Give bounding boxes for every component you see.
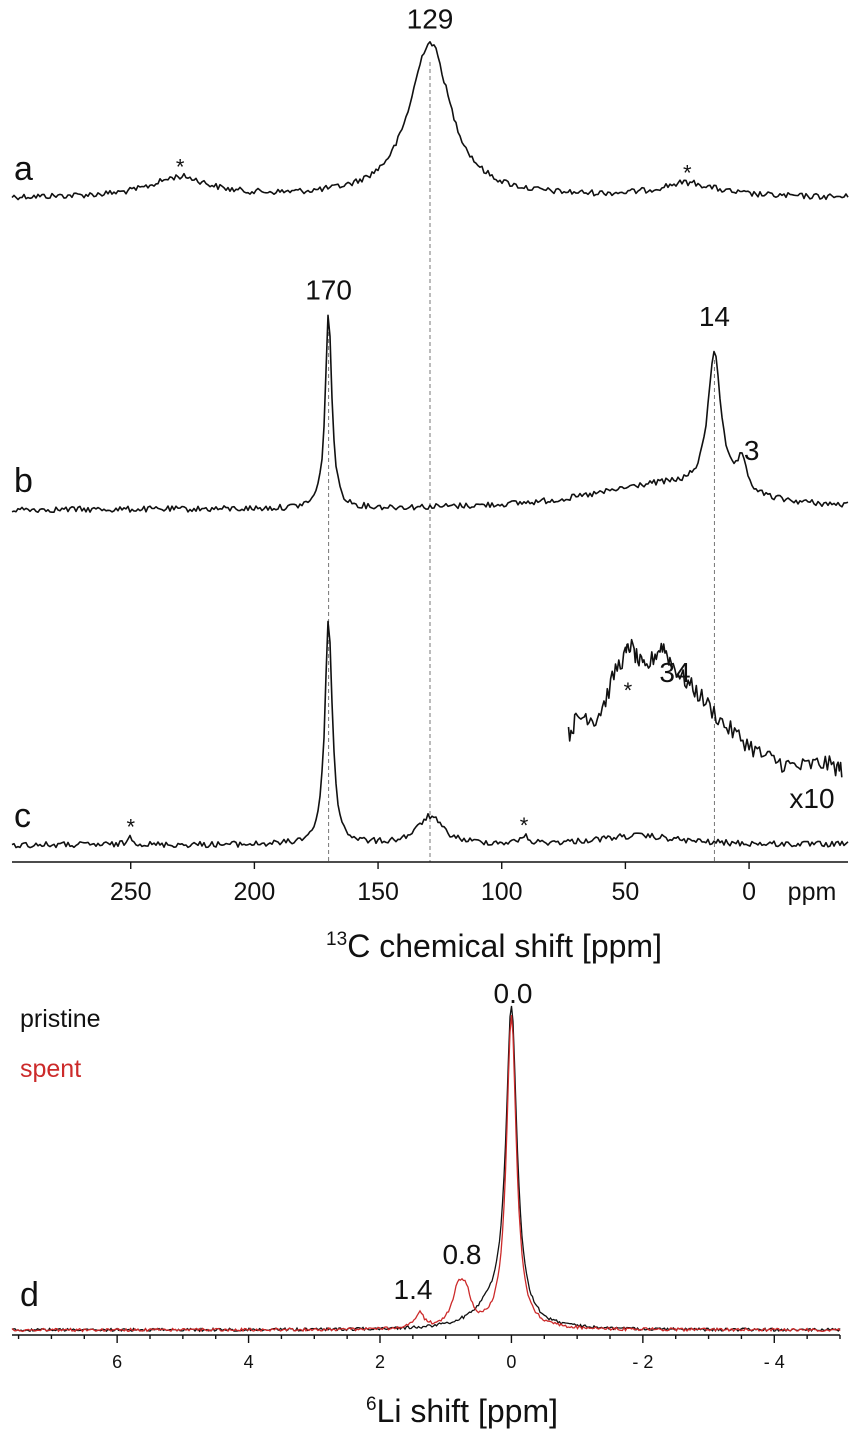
- c13-x-axis-title: 13C chemical shift [ppm]: [326, 928, 662, 964]
- spectrum-trace-a: [11, 41, 849, 201]
- peak-label-b-170: 170: [305, 274, 352, 305]
- spectrum-trace-b: [11, 314, 849, 513]
- legend-pristine: pristine: [20, 1005, 101, 1033]
- li6-tick-label-4: 4: [244, 1352, 254, 1372]
- li6-tick-label--4: - 4: [764, 1352, 785, 1372]
- panel-label-a: a: [14, 150, 33, 188]
- li6-peak-label-0.8: 0.8: [443, 1239, 482, 1270]
- sideband-marker-a-230: *: [176, 154, 185, 179]
- c13-tick-label-100: 100: [481, 878, 523, 906]
- sideband-marker-a-25: *: [683, 160, 692, 185]
- c13-tick-label-0: 0: [742, 878, 756, 906]
- c13-tick-label-200: 200: [234, 878, 276, 906]
- peak-label-a-129: 129: [407, 3, 454, 34]
- c13-tick-label-150: 150: [357, 878, 399, 906]
- c13-tick-label-50: 50: [611, 878, 639, 906]
- li6-tick-label-2: 2: [375, 1352, 385, 1372]
- panel-label-c: c: [14, 797, 31, 835]
- c13-unit-label: ppm: [788, 878, 837, 906]
- panel-label-d: d: [20, 1276, 39, 1314]
- c13-tick-label-250: 250: [110, 878, 152, 906]
- peak-label-b-14: 14: [699, 301, 730, 332]
- sideband-marker-c-91: *: [520, 813, 529, 838]
- sideband-marker-c-49: *: [624, 678, 633, 703]
- li6-tick-label--2: - 2: [632, 1352, 653, 1372]
- spectrum-inset-x10: [567, 638, 843, 778]
- li6-axis-title-superscript: 6: [366, 1394, 377, 1415]
- legend-spent: spent: [20, 1055, 81, 1083]
- sideband-marker-c-250: *: [126, 815, 135, 840]
- li6-trace-spent: [11, 1015, 841, 1333]
- peak-label-b-3: 3: [744, 435, 760, 466]
- li6-tick-label-6: 6: [112, 1352, 122, 1372]
- li6-x-axis-title: 6Li shift [ppm]: [366, 1393, 558, 1429]
- li6-tick-label-0: 0: [506, 1352, 516, 1372]
- panel-label-b: b: [14, 462, 33, 500]
- li6-peak-label-1.4: 1.4: [394, 1274, 433, 1305]
- li6-axis-title-text: Li shift [ppm]: [377, 1393, 558, 1429]
- c13-axis-title-superscript: 13: [326, 929, 347, 950]
- li6-peak-label-0.0: 0.0: [494, 978, 533, 1009]
- inset-scale-label: x10: [789, 783, 834, 814]
- spectrum-trace-c: [11, 620, 849, 849]
- c13-axis-title-text: C chemical shift [ppm]: [347, 928, 662, 964]
